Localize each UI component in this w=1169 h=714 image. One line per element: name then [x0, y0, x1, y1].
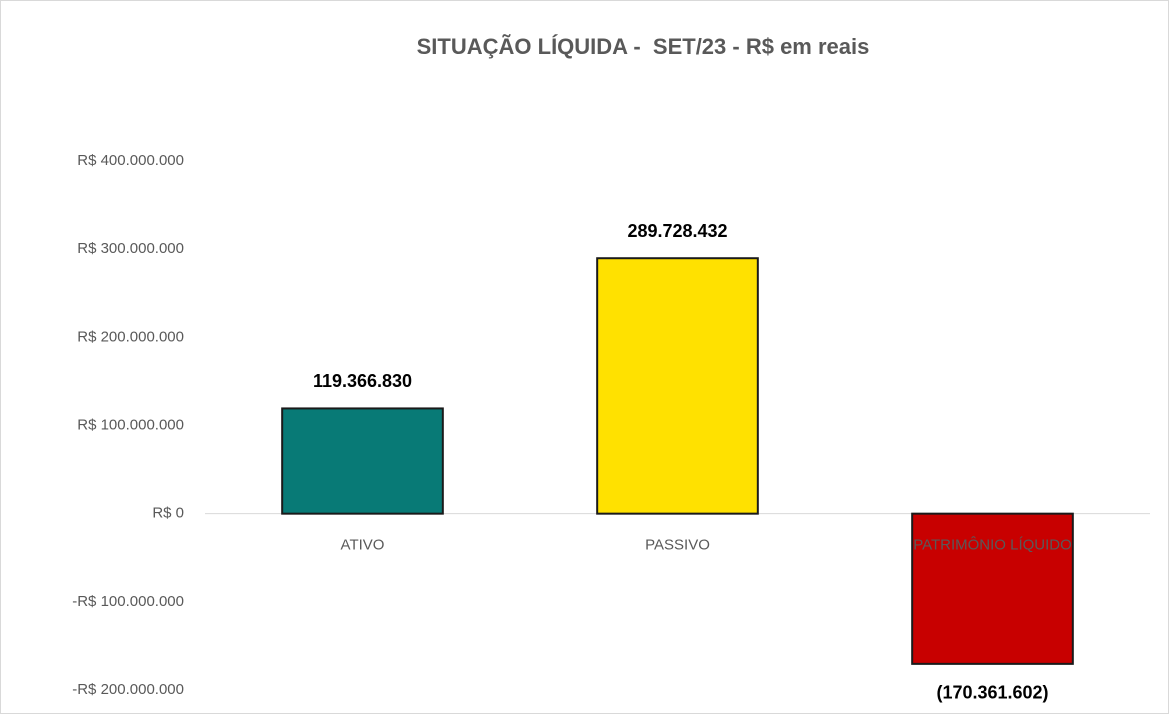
- y-tick-label: R$ 100.000.000: [77, 416, 184, 433]
- y-tick-label: R$ 300.000.000: [77, 240, 184, 257]
- x-tick-label: PATRIMÔNIO LÍQUIDO: [913, 537, 1072, 554]
- data-label: 289.728.432: [627, 221, 727, 241]
- x-tick-label: ATIVO: [341, 537, 385, 554]
- y-tick-label: -R$ 100.000.000: [72, 593, 184, 610]
- bar: [596, 257, 759, 515]
- bar: [911, 512, 1074, 665]
- x-tick-label: PASSIVO: [645, 537, 710, 554]
- y-tick-label: -R$ 200.000.000: [72, 681, 184, 698]
- data-label: (170.361.602): [936, 683, 1048, 703]
- chart-title: SITUAÇÃO LÍQUIDA - SET/23 - R$ em reais: [417, 34, 870, 59]
- y-tick-label: R$ 200.000.000: [77, 328, 184, 345]
- bar: [281, 407, 444, 515]
- data-label: 119.366.830: [313, 371, 412, 391]
- y-tick-label: R$ 400.000.000: [77, 152, 184, 169]
- y-tick-label: R$ 0: [152, 505, 184, 522]
